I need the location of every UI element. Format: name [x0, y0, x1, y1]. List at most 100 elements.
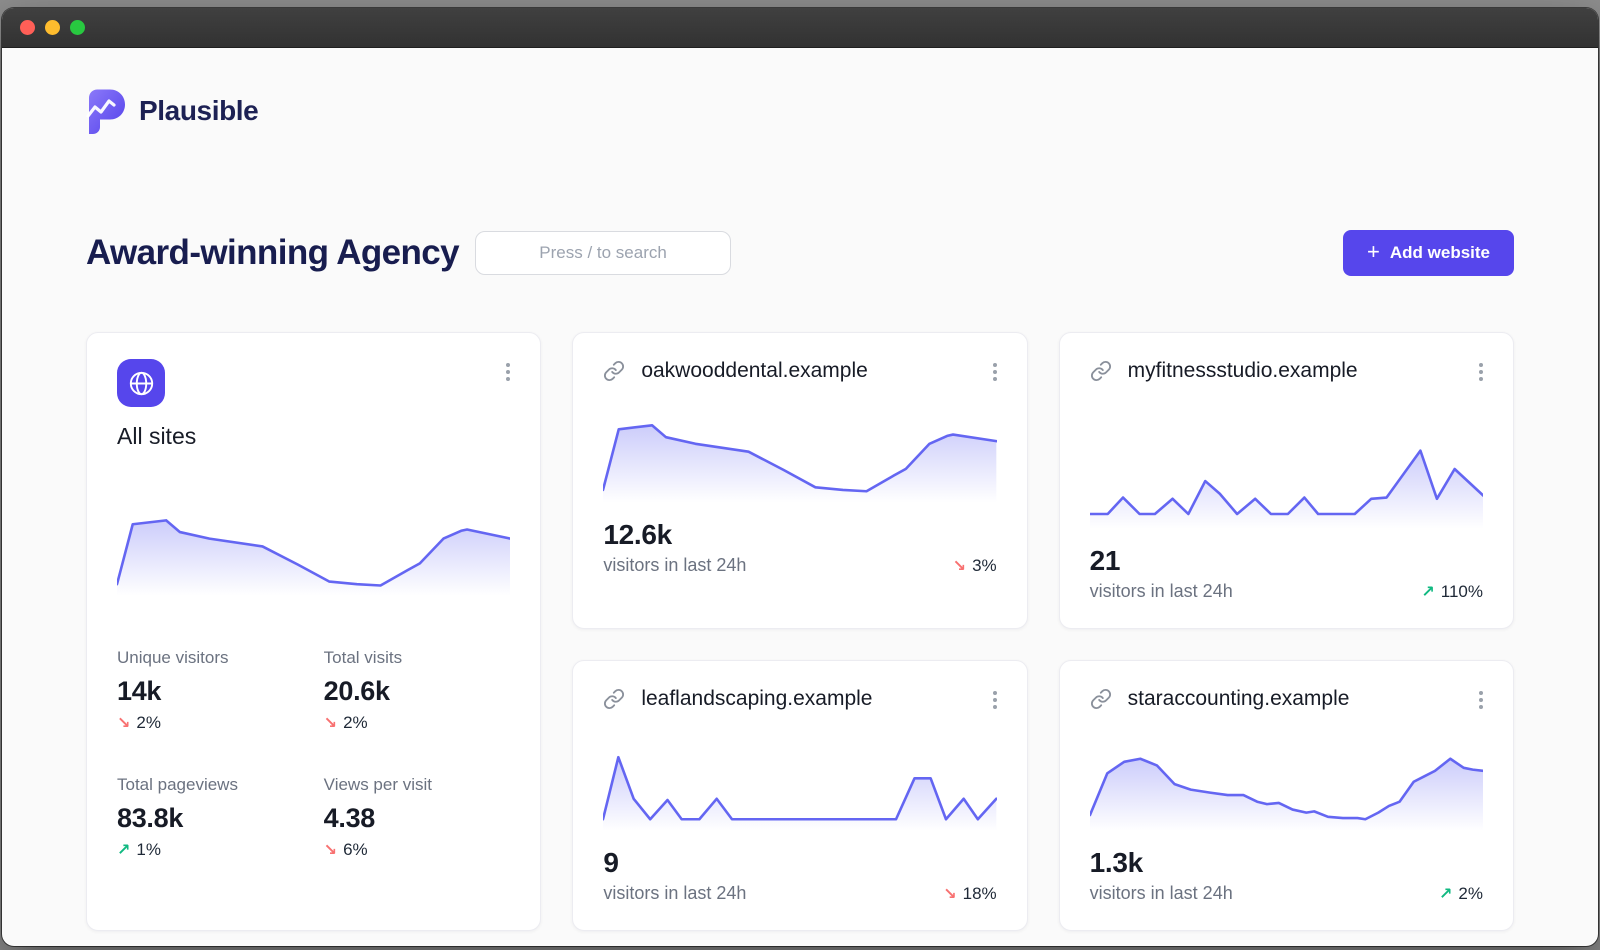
stat-change-percent: 6% — [343, 840, 368, 859]
stat-block: Views per visit 4.38 ↘ 6% — [324, 775, 511, 860]
plausible-logo[interactable]: Plausible — [86, 88, 259, 134]
visitors-value: 1.3k — [1089, 847, 1144, 878]
all-sites-card-header — [117, 359, 511, 407]
stat-label: Views per visit — [323, 775, 432, 794]
trend-arrow-icon: ↘ — [952, 558, 967, 575]
site-change-percent: 3% — [972, 556, 997, 575]
add-website-label: Add website — [1389, 243, 1490, 262]
all-sites-sparkline-chart — [117, 512, 511, 596]
kebab-menu-icon — [992, 698, 997, 702]
brand-wordmark: Plausible — [139, 95, 259, 126]
site-menu-button[interactable] — [1473, 355, 1489, 389]
stat-value: 4.38 — [323, 803, 376, 833]
site-change: ↗ 110% — [1421, 582, 1483, 602]
stat-block: Total pageviews 83.8k ↗ 1% — [117, 775, 304, 860]
add-website-button[interactable]: + Add website — [1343, 230, 1514, 276]
visitors-caption: visitors in last 24h — [1089, 581, 1233, 601]
site-card-header: leaflandscaping.example — [603, 687, 997, 717]
kebab-menu-icon — [506, 370, 511, 374]
kebab-menu-icon — [1479, 698, 1483, 702]
globe-icon — [117, 359, 165, 407]
site-card-header: oakwooddental.example — [603, 359, 997, 389]
all-sites-menu-button[interactable] — [500, 355, 516, 389]
app-window: Plausible Award-winning Agency + Add web… — [2, 8, 1598, 946]
stat-label: Total pageviews — [117, 775, 238, 794]
stat-label: Unique visitors — [117, 648, 229, 667]
site-card-meta: visitors in last 24h ↗ 110% — [1090, 581, 1483, 602]
site-card-meta: visitors in last 24h ↘ 18% — [603, 883, 996, 904]
site-change: ↗ 2% — [1439, 884, 1483, 904]
site-sparkline-chart — [1089, 409, 1483, 529]
site-card[interactable]: oakwooddental.example 12.6k visitors in … — [572, 332, 1028, 629]
site-domain[interactable]: oakwooddental.example — [641, 359, 868, 382]
page-content: Plausible Award-winning Agency + Add web… — [2, 88, 1598, 946]
site-menu-button[interactable] — [1473, 683, 1489, 717]
trend-arrow-icon: ↗ — [117, 842, 131, 859]
link-icon — [604, 360, 625, 382]
link-icon — [604, 688, 625, 710]
all-sites-stats: Unique visitors 14k ↘ 2% Total visits 20… — [117, 648, 510, 860]
site-change: ↘ 3% — [953, 556, 997, 576]
traffic-light-close-button[interactable] — [20, 20, 35, 35]
visitors-value: 21 — [1089, 545, 1121, 576]
site-card[interactable]: staraccounting.example 1.3k visitors in … — [1058, 660, 1514, 931]
stat-change: ↘ 2% — [117, 713, 304, 733]
stat-change: ↗ 1% — [117, 840, 304, 860]
trend-arrow-icon: ↗ — [1439, 886, 1453, 903]
site-card-header: staraccounting.example — [1090, 687, 1483, 717]
stat-label: Total visits — [323, 648, 403, 667]
site-domain[interactable]: staraccounting.example — [1127, 687, 1350, 710]
trend-arrow-icon: ↘ — [323, 842, 338, 859]
site-menu-button[interactable] — [987, 355, 1003, 389]
stat-change-percent: 1% — [136, 840, 161, 859]
site-card-meta: visitors in last 24h ↘ 3% — [603, 555, 996, 576]
kebab-menu-icon — [992, 370, 997, 374]
window-titlebar — [2, 8, 1598, 48]
site-domain[interactable]: leaflandscaping.example — [641, 687, 873, 710]
link-icon — [1090, 688, 1111, 710]
page-title: Award-winning Agency — [86, 233, 460, 272]
all-sites-title: All sites — [117, 423, 197, 449]
stat-value: 83.8k — [117, 803, 184, 833]
site-change: ↘ 18% — [943, 884, 996, 904]
trend-arrow-icon: ↘ — [323, 715, 338, 732]
traffic-light-zoom-button[interactable] — [70, 20, 85, 35]
site-change-percent: 18% — [962, 884, 997, 903]
stat-value: 14k — [117, 676, 162, 706]
visitors-caption: visitors in last 24h — [603, 883, 747, 903]
sites-grid: All sites Unique visitors 14k ↘ 2% Total… — [86, 332, 1514, 931]
stat-change: ↘ 6% — [324, 840, 511, 860]
traffic-light-minimize-button[interactable] — [45, 20, 60, 35]
visitors-caption: visitors in last 24h — [603, 555, 747, 575]
search-input[interactable] — [475, 231, 732, 275]
site-card[interactable]: leaflandscaping.example 9 visitors in la… — [572, 660, 1028, 931]
stat-value: 20.6k — [323, 676, 390, 706]
site-sparkline-chart — [603, 409, 997, 503]
visitors-caption: visitors in last 24h — [1089, 883, 1233, 903]
trend-arrow-icon: ↘ — [117, 715, 131, 732]
site-menu-button[interactable] — [987, 683, 1003, 717]
plus-icon: + — [1367, 239, 1380, 264]
stat-change-percent: 2% — [343, 713, 368, 732]
site-domain[interactable]: myfitnessstudio.example — [1127, 359, 1358, 382]
site-card[interactable]: myfitnessstudio.example 21 visitors in l… — [1058, 332, 1514, 629]
trend-arrow-icon: ↗ — [1421, 584, 1435, 601]
plausible-logo-icon — [86, 89, 125, 134]
all-sites-card[interactable]: All sites Unique visitors 14k ↘ 2% Total… — [86, 332, 542, 931]
site-card-meta: visitors in last 24h ↗ 2% — [1090, 883, 1483, 904]
site-card-header: myfitnessstudio.example — [1090, 359, 1483, 389]
stat-change: ↘ 2% — [324, 713, 511, 733]
dashboard-header: Award-winning Agency + Add website — [86, 230, 1514, 276]
stat-change-percent: 2% — [136, 713, 161, 732]
visitors-value: 12.6k — [603, 519, 672, 550]
stat-block: Unique visitors 14k ↘ 2% — [117, 648, 304, 733]
link-icon — [1090, 360, 1111, 382]
site-sparkline-chart — [603, 737, 997, 831]
site-change-percent: 2% — [1458, 884, 1483, 903]
kebab-menu-icon — [1479, 370, 1483, 374]
stat-block: Total visits 20.6k ↘ 2% — [324, 648, 511, 733]
visitors-value: 9 — [603, 847, 619, 878]
trend-arrow-icon: ↘ — [943, 886, 957, 903]
site-sparkline-chart — [1089, 737, 1483, 831]
site-change-percent: 110% — [1440, 582, 1483, 601]
